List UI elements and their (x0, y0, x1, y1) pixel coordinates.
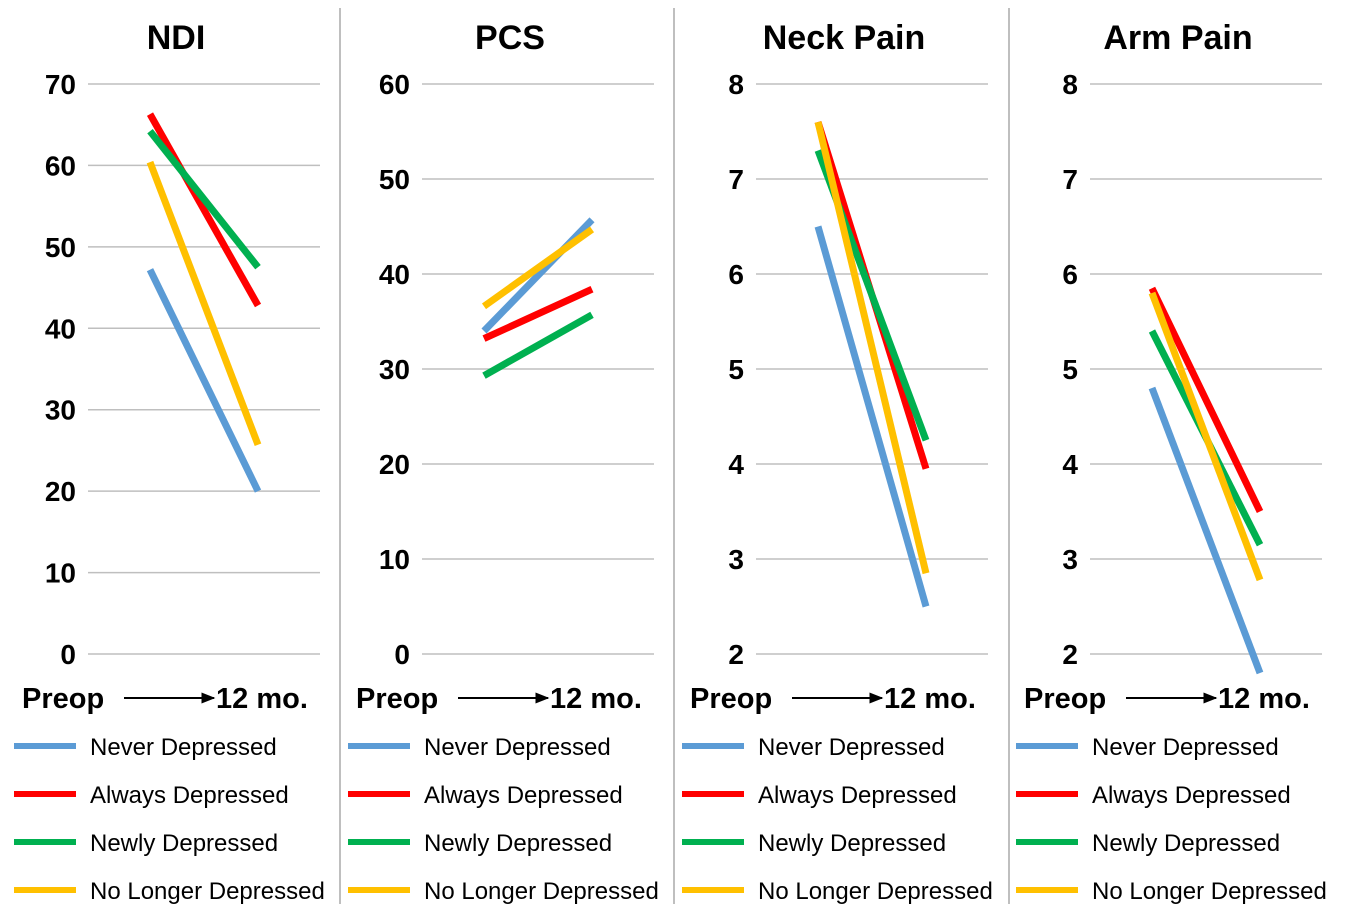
legend-label: No Longer Depressed (758, 878, 993, 904)
y-tick-label: 2 (1062, 639, 1078, 670)
y-tick-label: 6 (1062, 259, 1078, 290)
legend-label: Newly Depressed (758, 830, 946, 857)
y-tick-label: 5 (1062, 354, 1078, 385)
legend-label: Newly Depressed (90, 830, 278, 857)
y-tick-label: 4 (1062, 449, 1078, 480)
x-start-label: Preop (690, 683, 772, 715)
chart-title: Neck Pain (763, 19, 926, 57)
legend-label: Always Depressed (90, 782, 289, 809)
y-tick-label: 7 (1062, 164, 1078, 195)
y-tick-label: 50 (379, 164, 410, 195)
x-end-label: 12 mo. (884, 683, 976, 715)
y-tick-label: 3 (1062, 544, 1078, 575)
series-line-no-longer-depressed (1148, 291, 1264, 582)
series-line-newly-depressed (147, 129, 261, 270)
series-line-always-depressed (146, 112, 262, 308)
legend-label: No Longer Depressed (90, 878, 325, 904)
chart-title: PCS (475, 19, 545, 57)
legend-label: Newly Depressed (1092, 830, 1280, 857)
series-line-never-depressed (1148, 386, 1264, 675)
x-start-label: Preop (356, 683, 438, 715)
legend-label: Never Depressed (758, 734, 945, 761)
series-line-never-depressed (146, 268, 262, 493)
y-tick-label: 0 (394, 639, 410, 670)
legend-label: Always Depressed (424, 782, 623, 809)
y-tick-label: 6 (728, 259, 744, 290)
y-tick-label: 8 (728, 69, 744, 100)
y-tick-label: 5 (728, 354, 744, 385)
legend-label: Newly Depressed (424, 830, 612, 857)
series-line-always-depressed (1148, 286, 1264, 514)
y-tick-label: 2 (728, 639, 744, 670)
y-tick-label: 0 (60, 639, 76, 670)
y-tick-label: 20 (45, 476, 76, 507)
y-tick-label: 20 (379, 449, 410, 480)
y-tick-label: 60 (379, 69, 410, 100)
chart-panel-neck-pain: Neck Pain 2 3 4 5 6 7 8 Preop 12 mo. Never Depress… (682, 19, 993, 904)
legend-label: Never Depressed (424, 734, 611, 761)
y-tick-label: 50 (45, 232, 76, 263)
series-line-always-depressed (482, 286, 594, 342)
y-tick-label: 70 (45, 69, 76, 100)
series-line-never-depressed (814, 225, 930, 608)
series-line-no-longer-depressed (146, 160, 262, 446)
chart-panel-pcs: PCS 0 10 20 30 40 50 60 Preop 12 mo. Never Depress… (348, 19, 659, 904)
y-tick-label: 60 (45, 150, 76, 181)
series-line-newly-depressed (482, 311, 594, 379)
y-tick-label: 7 (728, 164, 744, 195)
legend-label: Always Depressed (758, 782, 957, 809)
series-line-no-longer-depressed (814, 121, 930, 575)
legend-label: Always Depressed (1092, 782, 1291, 809)
x-end-label: 12 mo. (216, 683, 308, 715)
chart-title: Arm Pain (1103, 19, 1252, 57)
series-line-no-longer-depressed (481, 226, 595, 310)
y-tick-label: 30 (45, 395, 76, 426)
x-end-label: 12 mo. (550, 683, 642, 715)
y-tick-label: 10 (379, 544, 410, 575)
y-tick-label: 8 (1062, 69, 1078, 100)
chart-panel-arm-pain: Arm Pain 2 3 4 5 6 7 8 Preop 12 mo. Never Depresse… (1016, 19, 1327, 904)
x-end-label: 12 mo. (1218, 683, 1310, 715)
chart-title: NDI (147, 19, 206, 57)
x-start-label: Preop (22, 683, 104, 715)
legend-label: Never Depressed (1092, 734, 1279, 761)
y-tick-label: 40 (45, 313, 76, 344)
legend-label: Never Depressed (90, 734, 277, 761)
y-tick-label: 10 (45, 558, 76, 589)
legend-label: No Longer Depressed (1092, 878, 1327, 904)
y-tick-label: 40 (379, 259, 410, 290)
x-start-label: Preop (1024, 683, 1106, 715)
chart-panel-ndi: NDI 0 10 20 30 40 50 60 70 Preop 12 mo. Never Depre… (14, 19, 325, 904)
y-tick-label: 4 (728, 449, 744, 480)
y-tick-label: 30 (379, 354, 410, 385)
legend-label: No Longer Depressed (424, 878, 659, 904)
y-tick-label: 3 (728, 544, 744, 575)
